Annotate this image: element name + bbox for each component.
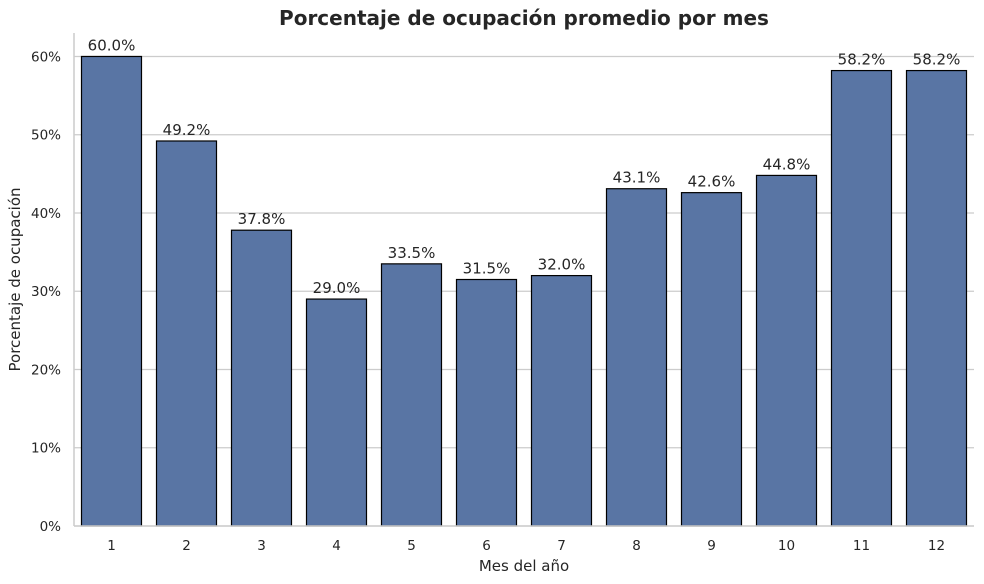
x-tick-label: 12: [928, 538, 945, 554]
bar: [605, 188, 668, 527]
y-tick-label: 40%: [31, 206, 61, 222]
x-tick-label: 8: [632, 538, 641, 554]
bar: [305, 298, 368, 527]
x-tick-label: 6: [482, 538, 491, 554]
x-tick-label: 5: [407, 538, 416, 554]
x-tick-labels: 1 2 3 4 5 6 7 8 9 10 11 12: [107, 538, 945, 554]
bar: [755, 174, 818, 527]
bar: [830, 69, 893, 527]
y-tick-label: 30%: [31, 284, 61, 300]
bar: [230, 229, 293, 527]
x-tick-label: 11: [853, 538, 870, 554]
y-axis-label: Porcentaje de ocupación: [6, 187, 24, 371]
y-tick-label: 0%: [40, 519, 62, 535]
x-tick-label: 3: [257, 538, 266, 554]
x-tick-label: 10: [778, 538, 795, 554]
x-tick-label: 4: [332, 538, 341, 554]
data-label: 43.1%: [613, 169, 661, 187]
grid-lines: [74, 55, 974, 527]
bar: [680, 192, 743, 527]
x-tick-label: 9: [707, 538, 716, 554]
data-label: 42.6%: [688, 173, 736, 191]
data-label: 44.8%: [763, 155, 811, 173]
data-label: 58.2%: [838, 51, 886, 69]
data-label: 60.0%: [88, 36, 136, 54]
x-tick-label: 2: [182, 538, 191, 554]
data-label: 32.0%: [538, 256, 586, 274]
data-label: 58.2%: [913, 51, 961, 69]
bars: [80, 55, 968, 527]
data-label: 29.0%: [313, 279, 361, 297]
x-tick-label: 7: [557, 538, 566, 554]
data-label: 31.5%: [463, 260, 511, 278]
bar: [455, 278, 518, 527]
bar: [155, 140, 218, 527]
data-labels: 60.0% 49.2% 37.8% 29.0% 33.5% 31.5% 32.0% 43.1%…: [88, 36, 961, 297]
bar: [80, 55, 143, 527]
x-tick-label: 1: [107, 538, 116, 554]
bar: [530, 274, 593, 527]
y-tick-labels: 0% 10% 20% 30% 40% 50% 60%: [31, 49, 61, 535]
y-tick-label: 50%: [31, 128, 61, 144]
data-label: 33.5%: [388, 244, 436, 262]
bar: [905, 69, 968, 527]
chart-title: Porcentaje de ocupación promedio por mes: [279, 6, 769, 30]
x-axis-label: Mes del año: [479, 557, 569, 575]
y-tick-label: 60%: [31, 49, 61, 65]
y-tick-label: 10%: [31, 441, 61, 457]
bar: [380, 263, 443, 527]
data-label: 37.8%: [238, 210, 286, 228]
data-label: 49.2%: [163, 121, 211, 139]
y-tick-label: 20%: [31, 362, 61, 378]
